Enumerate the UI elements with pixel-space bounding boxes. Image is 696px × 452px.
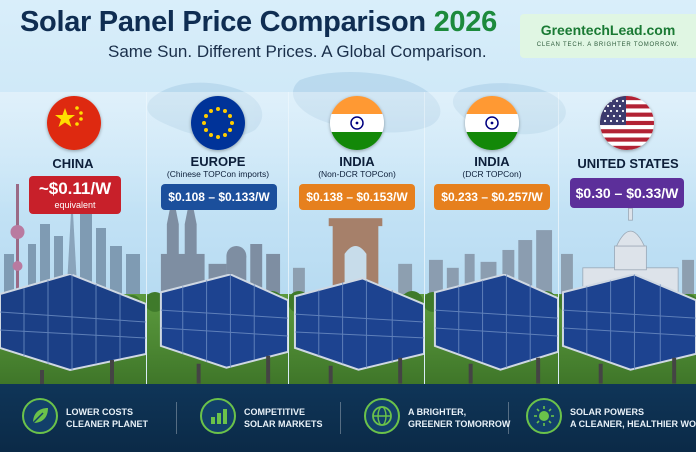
- region-country: UNITED STATES: [577, 156, 679, 171]
- region-note: (Non-DCR TOPCon): [318, 169, 396, 179]
- china-flag-icon: [47, 96, 101, 150]
- globe-icon: [364, 398, 400, 434]
- solar-panel-illustration: [159, 274, 288, 384]
- region-note: (DCR TOPCon): [462, 169, 522, 179]
- price-badge: $0.138 – $0.153/W: [299, 184, 415, 210]
- price-badge: $0.30 – $0.33/W: [570, 178, 684, 208]
- region-panel-china: CHINA ~$0.11/W equivalent: [0, 92, 146, 384]
- title-year: 2026: [433, 6, 498, 38]
- feature-line: COMPETITIVE: [244, 407, 306, 417]
- region-note: (Chinese TOPCon imports): [166, 169, 270, 179]
- region-panel-europe: EUROPE (Chinese TOPCon imports) $0.108 –…: [146, 92, 288, 384]
- divider: [176, 402, 177, 434]
- price-value: ~$0.11/W: [38, 179, 112, 198]
- brand-name: GreentechLead.com: [540, 22, 676, 38]
- feature-line: CLEANER PLANET: [66, 419, 149, 429]
- price-badge: $0.108 – $0.133/W: [161, 184, 277, 210]
- divider: [508, 402, 509, 434]
- divider: [340, 402, 341, 434]
- solar-panel-illustration: [0, 274, 146, 384]
- feature-line: LOWER COSTS: [66, 407, 133, 417]
- price-value: $0.30 – $0.33/W: [575, 185, 679, 201]
- price-badge: ~$0.11/W equivalent: [29, 176, 121, 214]
- title-main: Solar Panel Price Comparison: [20, 6, 426, 38]
- eu-flag-icon: [191, 96, 245, 150]
- price-value: $0.138 – $0.153/W: [306, 190, 408, 204]
- region-country: INDIA: [474, 154, 510, 169]
- page-title: Solar Panel Price Comparison 2026: [20, 6, 497, 39]
- region-panel-united-states: UNITED STATES $0.30 – $0.33/W: [558, 92, 696, 384]
- region-country: CHINA: [52, 156, 94, 171]
- feature-line: A CLEANER, HEALTHIER WORLD: [570, 419, 696, 429]
- solar-panel-illustration: [293, 277, 424, 384]
- bottom-feature-bar: LOWER COSTS CLEANER PLANET COMPETITIVE S…: [0, 384, 696, 452]
- price-note: equivalent: [54, 200, 96, 210]
- region-panel-india-dcr: INDIA (DCR TOPCon) $0.233 – $0.257/W: [424, 92, 558, 384]
- region-country: INDIA: [339, 154, 375, 169]
- price-value: $0.233 – $0.257/W: [441, 190, 543, 204]
- leaf-icon: [22, 398, 58, 434]
- region-panel-india-non-dcr: INDIA (Non-DCR TOPCon) $0.138 – $0.153/W: [288, 92, 424, 384]
- solar-panel-illustration: [433, 274, 558, 384]
- price-badge: $0.233 – $0.257/W: [434, 184, 550, 210]
- sun-icon: [526, 398, 562, 434]
- solar-panel-illustration: [561, 274, 696, 384]
- feature-line: GREENER TOMORROW: [408, 419, 511, 429]
- india-flag-icon: [465, 96, 519, 150]
- feature-line: SOLAR MARKETS: [244, 419, 323, 429]
- price-value: $0.108 – $0.133/W: [168, 190, 270, 204]
- brand-badge: GreentechLead.com CLEAN TECH. A BRIGHTER…: [520, 14, 696, 58]
- feature-line: SOLAR POWERS: [570, 407, 645, 417]
- feature-line: A BRIGHTER,: [408, 407, 467, 417]
- page-subtitle: Same Sun. Different Prices. A Global Com…: [108, 42, 487, 61]
- india-flag-icon: [330, 96, 384, 150]
- header: Solar Panel Price Comparison 2026 Same S…: [0, 0, 696, 92]
- brand-tagline: CLEAN TECH. A BRIGHTER TOMORROW.: [536, 42, 680, 48]
- shanghai-skyline-illustration: [4, 184, 140, 304]
- region-country: EUROPE: [190, 154, 246, 169]
- bar-chart-icon: [200, 398, 236, 434]
- us-flag-icon: [600, 96, 654, 150]
